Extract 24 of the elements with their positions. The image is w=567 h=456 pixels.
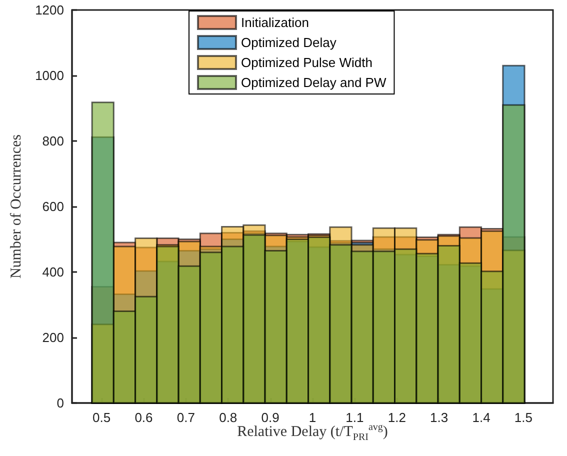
x-tick-label: 1.3 xyxy=(430,410,448,425)
x-tick-label: 1.2 xyxy=(388,410,406,425)
y-tick-label: 0 xyxy=(56,396,64,410)
y-tick-label: 1000 xyxy=(35,68,64,83)
y-tick-label: 200 xyxy=(42,330,64,345)
x-tick-label: 1.5 xyxy=(514,410,533,425)
x-tick-label: 0.7 xyxy=(176,410,195,425)
y-tick-label: 800 xyxy=(42,134,64,148)
y-tick-label: 1200 xyxy=(35,2,64,18)
x-tick-label: 1.1 xyxy=(346,410,364,425)
legend-label: Initialization xyxy=(241,15,309,30)
x-tick-label: 0.9 xyxy=(261,410,280,425)
x-tick-label: 0.6 xyxy=(134,410,153,425)
x-tick-label: 0.8 xyxy=(219,410,238,425)
x-tick-label: 0.5 xyxy=(92,410,111,425)
y-tick-label: 600 xyxy=(42,199,64,214)
legend-label: Optimized Delay and PW xyxy=(241,75,387,90)
x-tick-label: 1 xyxy=(308,410,316,425)
legend-label: Optimized Delay xyxy=(241,35,337,50)
y-axis-title: Number of Occurrences xyxy=(8,134,24,279)
y-tick-label: 400 xyxy=(42,264,64,280)
x-tick-label: 1.4 xyxy=(472,410,490,425)
legend-label: Optimized Pulse Width xyxy=(241,55,372,70)
x-axis-title: Relative Delay (t/T$_{PRI}$$^{avg}$) xyxy=(237,422,388,443)
